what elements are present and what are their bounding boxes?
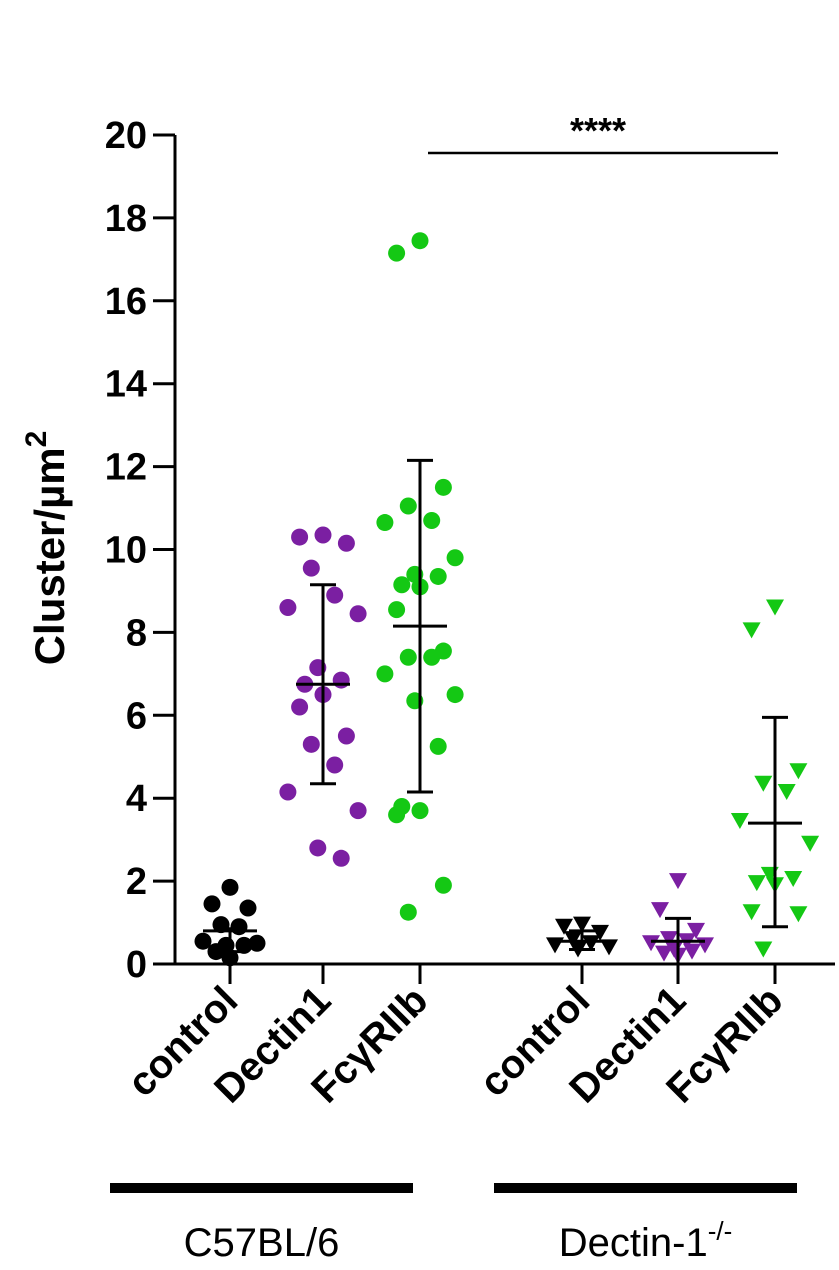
y-tick-label: 20 (105, 115, 147, 157)
point-3-4 (582, 935, 600, 952)
point-1-1 (291, 528, 309, 546)
point-5-5 (730, 812, 749, 829)
point-2-3 (399, 497, 417, 515)
point-2-4 (423, 511, 441, 529)
point-0-9 (207, 943, 225, 961)
y-tick-label: 2 (126, 861, 147, 903)
significance-label: **** (570, 110, 626, 151)
point-1-15 (279, 783, 297, 801)
y-tick-label: 12 (105, 447, 147, 489)
point-1-17 (309, 839, 327, 857)
y-tick-label: 16 (105, 281, 147, 323)
point-2-14 (423, 648, 441, 666)
y-tick-label: 4 (126, 778, 147, 820)
point-0-8 (235, 936, 253, 954)
point-3-1 (555, 918, 573, 935)
point-4-3 (660, 931, 678, 948)
point-1-4 (326, 586, 344, 604)
group-label-text: C57BL/6 (184, 1221, 340, 1265)
y-axis-title-text: Cluster/µm (26, 447, 73, 665)
point-1-0 (314, 526, 332, 544)
group-label-1: Dectin-1-/- (559, 1216, 733, 1265)
point-1-13 (302, 735, 320, 753)
point-3-0 (573, 916, 591, 933)
labels: 02468101214161820Cluster/µm2controlDecti… (20, 110, 791, 1265)
group-label-0: C57BL/6 (184, 1221, 340, 1265)
group-bar-0 (110, 1183, 413, 1193)
point-5-8 (784, 871, 803, 888)
group-label-superscript: -/- (708, 1216, 733, 1246)
point-4-2 (687, 922, 705, 939)
point-2-18 (429, 737, 447, 755)
point-2-6 (446, 549, 464, 567)
point-2-2 (434, 478, 452, 496)
point-1-18 (332, 849, 350, 867)
group-label-text: Dectin-1 (559, 1221, 708, 1265)
y-tick-label: 14 (105, 364, 147, 406)
point-2-21 (388, 806, 406, 824)
point-1-8 (332, 671, 350, 689)
point-2-16 (446, 686, 464, 704)
y-tick-label: 6 (126, 695, 147, 737)
y-tick-label: 0 (126, 944, 147, 986)
data-layer (194, 232, 820, 967)
point-5-4 (777, 783, 796, 800)
point-2-9 (393, 576, 411, 594)
point-2-15 (376, 665, 394, 683)
point-5-6 (801, 835, 820, 852)
point-1-2 (337, 534, 355, 552)
point-3-2 (591, 924, 609, 941)
point-2-23 (399, 903, 417, 921)
point-3-6 (600, 939, 618, 956)
point-1-3 (302, 559, 320, 577)
y-axis-title: Cluster/µm2 (20, 431, 73, 666)
point-4-0 (669, 873, 687, 890)
point-4-9 (655, 945, 673, 962)
point-0-10 (221, 949, 239, 967)
point-1-11 (291, 698, 309, 716)
point-2-22 (434, 876, 452, 894)
point-2-11 (388, 601, 406, 619)
point-5-9 (747, 875, 766, 892)
point-3-3 (564, 931, 582, 948)
point-5-3 (754, 775, 773, 792)
y-tick-label: 18 (105, 198, 147, 240)
point-0-4 (230, 918, 248, 936)
point-1-5 (279, 599, 297, 617)
point-0-5 (194, 932, 212, 950)
point-1-16 (349, 802, 367, 820)
point-0-0 (221, 878, 239, 896)
point-5-0 (766, 599, 784, 616)
point-0-6 (248, 934, 266, 952)
point-1-12 (337, 727, 355, 745)
group-bar-1 (494, 1183, 797, 1193)
point-2-20 (411, 802, 429, 820)
point-5-11 (742, 904, 761, 921)
point-1-14 (326, 756, 344, 774)
point-2-5 (376, 514, 394, 532)
y-axis-title-superscript: 2 (20, 431, 53, 448)
point-2-8 (429, 567, 447, 585)
point-5-2 (789, 763, 808, 780)
point-4-5 (642, 935, 660, 952)
point-0-2 (239, 899, 257, 917)
point-0-1 (203, 895, 221, 913)
point-4-1 (651, 902, 669, 919)
point-4-8 (683, 943, 701, 960)
point-2-13 (399, 648, 417, 666)
y-tick-label: 10 (105, 530, 147, 572)
point-2-1 (388, 244, 406, 262)
point-5-12 (789, 906, 808, 923)
y-tick-label: 8 (126, 612, 147, 654)
point-1-6 (349, 605, 367, 623)
point-5-1 (742, 622, 761, 639)
point-2-0 (411, 232, 429, 250)
axes (110, 133, 835, 1193)
point-5-13 (754, 941, 773, 958)
